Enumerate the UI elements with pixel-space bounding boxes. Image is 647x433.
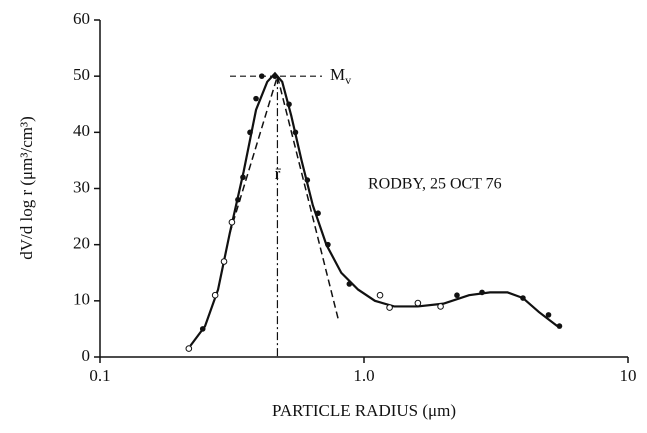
y-tick-label: 20: [73, 234, 90, 253]
point-filled: [247, 129, 253, 136]
point-filled: [286, 101, 292, 108]
x-tick-label: 10: [620, 366, 637, 385]
annotation: RODBY, 25 OCT 76: [368, 176, 502, 193]
x-tick-label: 0.1: [89, 366, 110, 385]
point-filled: [325, 241, 331, 248]
point-filled: [240, 174, 246, 181]
point-filled: [253, 95, 259, 102]
y-tick-label: 0: [82, 346, 91, 365]
mode-label-sub: v: [345, 73, 351, 87]
point-open: [228, 218, 236, 226]
y-tick-label: 30: [73, 177, 90, 196]
point-open: [386, 304, 393, 311]
point-filled: [235, 196, 241, 203]
point-open: [185, 345, 193, 352]
point-filled: [292, 129, 299, 136]
y-tick-label: 10: [73, 290, 90, 309]
mean-label: r̄: [275, 164, 282, 183]
point-filled: [520, 295, 526, 301]
point-open: [376, 291, 384, 299]
point-open: [211, 291, 219, 299]
point-open: [414, 299, 422, 307]
approx-line: [229, 73, 340, 321]
point-filled: [304, 177, 311, 183]
point-filled: [556, 323, 563, 329]
x-tick-label: 1.0: [353, 366, 374, 385]
mode-label: Mv: [330, 65, 351, 87]
point-filled: [479, 289, 485, 296]
point-filled: [272, 73, 278, 79]
y-tick-label: 50: [73, 65, 90, 84]
point-filled: [454, 292, 460, 299]
point-filled: [199, 326, 206, 332]
x-axis-label: PARTICLE RADIUS (μm): [272, 401, 456, 420]
point-open: [437, 303, 444, 310]
fit-curve: [189, 71, 559, 347]
y-axis-label: dV/d log r (μm³/cm³): [17, 116, 36, 259]
y-tick-label: 60: [73, 9, 90, 28]
y-tick-label: 40: [73, 121, 90, 140]
point-filled: [258, 73, 265, 79]
point-filled: [545, 312, 552, 318]
point-filled: [315, 210, 321, 217]
point-open: [220, 258, 228, 265]
point-filled: [346, 281, 353, 287]
